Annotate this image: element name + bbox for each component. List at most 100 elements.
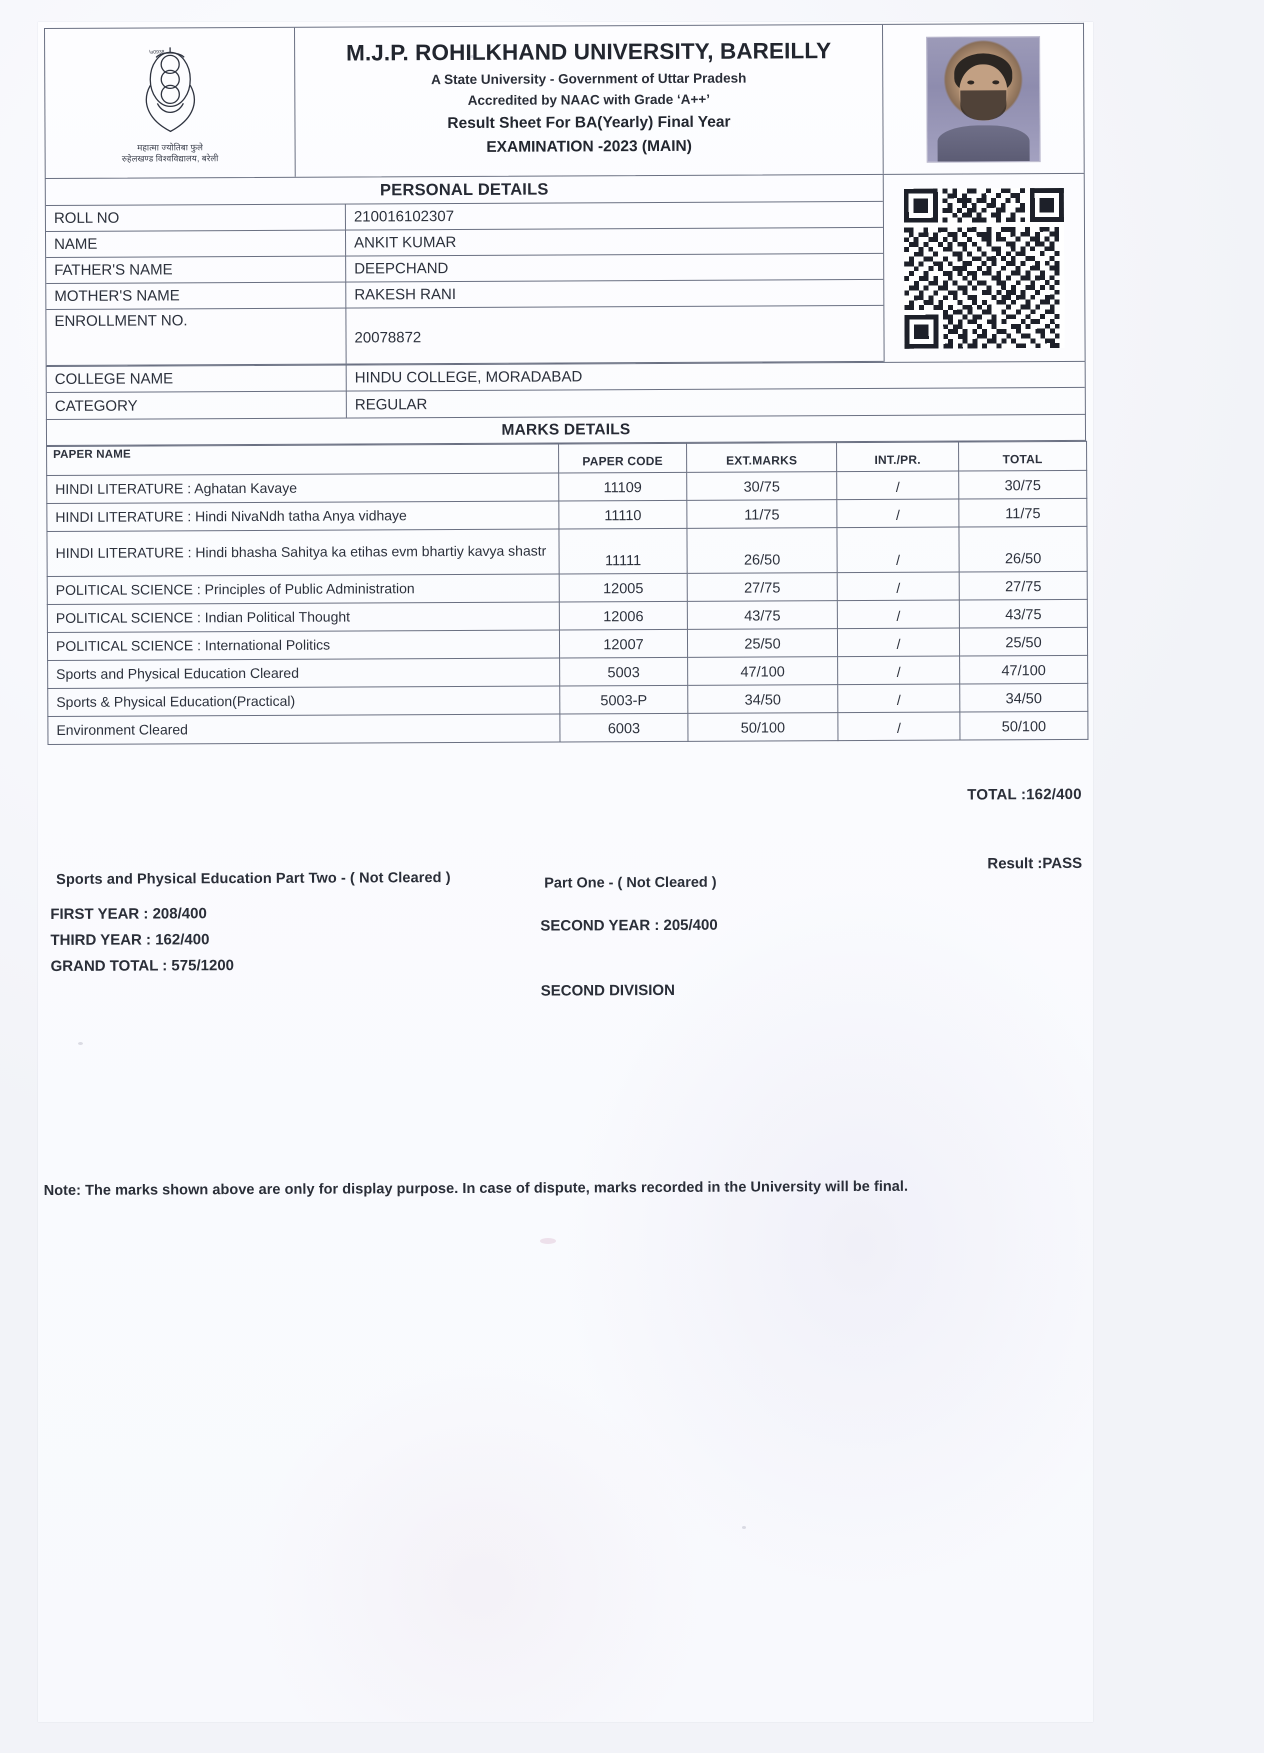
paper-code: 5003-P: [559, 685, 688, 714]
total-marks: 11/75: [958, 498, 1087, 528]
ext-marks: 30/75: [686, 471, 837, 501]
division-label: SECOND DIVISION: [540, 981, 675, 1000]
column-header-int-pr: INT./PR.: [836, 442, 959, 472]
field-label: FATHER'S NAME: [46, 256, 347, 283]
category-row: CATEGORY REGULAR: [46, 388, 1085, 419]
int-pr: /: [837, 684, 960, 713]
personal-row-fathers-name: FATHER'S NAME DEEPCHAND: [46, 253, 884, 284]
total-marks: 30/75: [958, 470, 1087, 500]
result-summary-section: Sports and Physical Education Part Two -…: [48, 855, 1089, 1002]
examination-line: EXAMINATION -2023 (MAIN): [486, 137, 692, 156]
column-header-paper-name: PAPER NAME: [46, 443, 559, 476]
scan-speck: [78, 1042, 83, 1045]
college-details-section: COLLEGE NAME HINDU COLLEGE, MORADABAD CA…: [45, 361, 1086, 420]
total-marks: 50/100: [959, 711, 1088, 741]
third-year-total: THIRD YEAR : 162/400: [50, 930, 210, 949]
university-name: M.J.P. ROHILKHAND UNIVERSITY, BAREILLY: [346, 38, 832, 66]
total-marks: 47/100: [959, 655, 1088, 685]
ext-marks: 26/50: [686, 527, 838, 574]
personal-row-enrollment-no: ENROLLMENT NO. 20078872: [46, 305, 884, 366]
personal-row-mothers-name: MOTHER'S NAME RAKESH RANI: [46, 279, 884, 310]
int-pr: /: [837, 628, 960, 657]
total-marks: 43/75: [959, 599, 1088, 629]
university-crest-icon: \u0938: [145, 47, 195, 133]
total-marks: 25/50: [959, 627, 1088, 657]
field-label: CATEGORY: [46, 391, 347, 419]
header-title-cell: M.J.P. ROHILKHAND UNIVERSITY, BAREILLY A…: [295, 25, 883, 177]
document-header: \u0938 महात्मा ज्योतिबा फुले रुहेलखण्ड व…: [44, 22, 1085, 178]
student-photo-cell: [881, 23, 1084, 174]
int-pr: /: [837, 572, 960, 601]
result-status: Result :PASS: [987, 854, 1083, 873]
paper-name: HINDI LITERATURE : Hindi bhasha Sahitya …: [46, 528, 560, 577]
paper-code: 12006: [559, 601, 688, 630]
year-totals-left-column: FIRST YEAR : 208/400 THIRD YEAR : 162/40…: [50, 901, 234, 979]
paper-name: POLITICAL SCIENCE : Principles of Public…: [47, 573, 560, 605]
total-marks: 26/50: [958, 526, 1088, 573]
total-marks: 27/75: [959, 571, 1088, 601]
personal-details-section: PERSONAL DETAILS ROLL NO 210016102307 NA…: [44, 172, 1086, 367]
int-pr: /: [837, 600, 960, 629]
paper-code: 11111: [558, 528, 688, 574]
paper-code: 11109: [558, 472, 687, 501]
crest-caption-line-2: रुहेलखण्ड विश्वविद्यालय, बरेली: [121, 153, 219, 164]
field-value: REGULAR: [354, 395, 428, 413]
sports-part-two-status: Sports and Physical Education Part Two -…: [56, 870, 451, 888]
paper-name: HINDI LITERATURE : Aghatan Kavaye: [46, 472, 559, 504]
year-total: TOTAL :162/400: [967, 785, 1082, 804]
field-label: MOTHER'S NAME: [46, 282, 347, 309]
paper-name: HINDI LITERATURE : Hindi NivaNdh tatha A…: [46, 500, 559, 532]
paper-name: POLITICAL SCIENCE : International Politi…: [47, 629, 560, 661]
field-label: ROLL NO: [45, 204, 346, 231]
second-year-total: SECOND YEAR : 205/400: [540, 916, 718, 935]
university-subtitle-naac: Accredited by NAAC with Grade ‘A++’: [467, 91, 711, 108]
university-crest-cell: \u0938 महात्मा ज्योतिबा फुले रुहेलखण्ड व…: [45, 27, 296, 178]
field-value: 20078872: [354, 328, 422, 346]
ext-marks: 27/75: [687, 572, 838, 602]
crest-caption: महात्मा ज्योतिबा फुले रुहेलखण्ड विश्वविद…: [122, 143, 219, 165]
ext-marks: 47/100: [687, 656, 838, 686]
field-value: DEEPCHAND: [354, 260, 449, 278]
int-pr: /: [836, 499, 959, 528]
table-row: HINDI LITERATURE : Hindi bhasha Sahitya …: [46, 526, 1088, 577]
sports-part-one-status: Part One - ( Not Cleared ): [544, 874, 717, 892]
paper-name: Environment Cleared: [47, 713, 560, 745]
ext-marks: 50/100: [687, 712, 838, 742]
column-header-ext-marks: EXT.MARKS: [686, 442, 837, 473]
field-value: RAKESH RANI: [354, 285, 457, 304]
ext-marks: 25/50: [687, 628, 838, 658]
int-pr: /: [837, 712, 960, 741]
svg-text:\u0938: \u0938: [149, 50, 165, 56]
paper-code: 11110: [558, 500, 687, 529]
column-header-total: TOTAL: [958, 441, 1087, 472]
grand-total: GRAND TOTAL : 575/1200: [50, 956, 235, 975]
scan-speck: [470, 55, 474, 58]
personal-details-title: PERSONAL DETAILS: [45, 174, 883, 206]
scan-speck: [540, 1238, 556, 1244]
field-value: ANKIT KUMAR: [354, 233, 457, 252]
field-label: ENROLLMENT NO.: [46, 308, 347, 365]
table-row: Environment Cleared 6003 50/100 / 50/100: [47, 711, 1088, 745]
ext-marks: 43/75: [687, 600, 838, 630]
field-label: COLLEGE NAME: [46, 365, 347, 392]
paper-code: 6003: [559, 713, 688, 742]
paper-name: POLITICAL SCIENCE : Indian Political Tho…: [47, 601, 560, 633]
first-year-total: FIRST YEAR : 208/400: [50, 905, 207, 923]
field-value: HINDU COLLEGE, MORADABAD: [354, 368, 583, 387]
ext-marks: 11/75: [686, 499, 837, 529]
crest-caption-line-1: महात्मा ज्योतिबा फुले: [137, 142, 204, 153]
column-header-paper-code: PAPER CODE: [558, 443, 687, 473]
int-pr: /: [836, 527, 960, 573]
paper-code: 12007: [559, 629, 688, 658]
scan-speck: [742, 1526, 746, 1529]
paper-name: Sports & Physical Education(Practical): [47, 685, 560, 717]
university-subtitle-state: A State University - Government of Uttar…: [431, 70, 747, 88]
result-sheet-line: Result Sheet For BA(Yearly) Final Year: [447, 113, 731, 133]
result-sheet-document: \u0938 महात्मा ज्योतिबा फुले रुहेलखण्ड व…: [44, 22, 1089, 1199]
personal-row-roll-no: ROLL NO 210016102307: [45, 201, 883, 232]
qr-code: [903, 187, 1065, 349]
int-pr: /: [836, 471, 959, 500]
paper-code: 12005: [559, 573, 688, 602]
field-label: NAME: [45, 230, 347, 257]
int-pr: /: [837, 656, 960, 685]
